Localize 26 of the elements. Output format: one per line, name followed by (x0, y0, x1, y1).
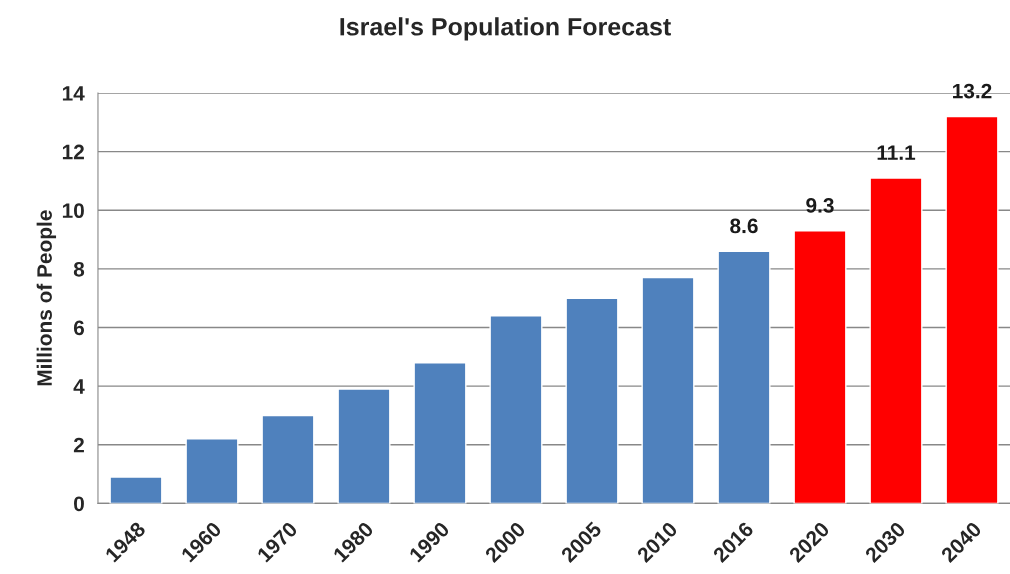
y-tick-label: 10 (62, 203, 84, 218)
bar (565, 297, 619, 504)
y-tick-label: 4 (73, 379, 85, 394)
y-axis-title: Millions of People (36, 210, 57, 386)
bar (717, 250, 771, 504)
y-tick-label: 6 (73, 320, 85, 336)
y-tick-label: 2 (73, 437, 84, 453)
bar (261, 414, 315, 504)
y-tick-label: 8 (73, 261, 85, 277)
bar (945, 115, 999, 504)
bar (793, 230, 847, 504)
data-label: 8.6 (730, 218, 758, 234)
y-tick-label: 12 (62, 144, 84, 160)
bar (109, 476, 163, 504)
bar (869, 177, 923, 504)
bar (185, 438, 239, 504)
y-tick-label: 0 (74, 496, 84, 512)
data-label: 9.3 (806, 198, 834, 213)
bar (489, 315, 543, 504)
bar (641, 276, 695, 504)
bar (413, 361, 467, 504)
data-label: 13.2 (953, 83, 992, 99)
bar (337, 388, 391, 504)
chart-title: Israel's Population Forecast (340, 17, 671, 41)
data-label: 11.1 (877, 145, 916, 160)
y-tick-label: 14 (62, 86, 85, 101)
